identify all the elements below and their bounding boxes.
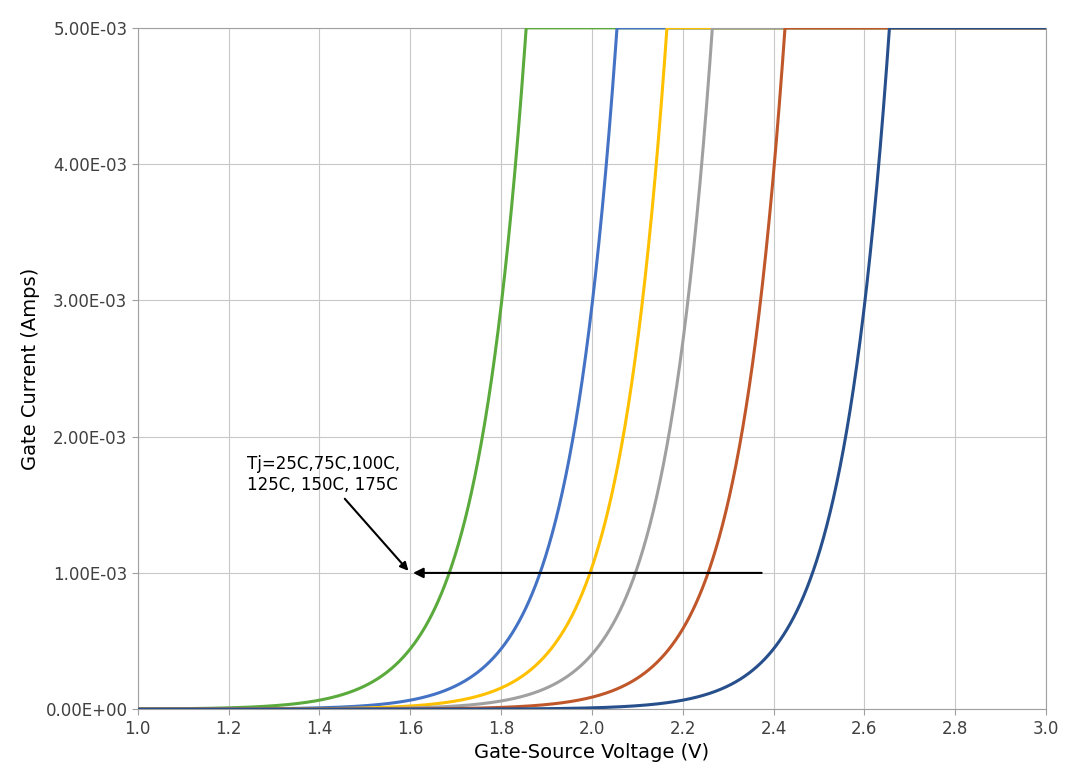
Text: Tj=25C,75C,100C,
125C, 150C, 175C: Tj=25C,75C,100C, 125C, 150C, 175C [247, 455, 407, 569]
Y-axis label: Gate Current (Amps): Gate Current (Amps) [21, 267, 40, 470]
X-axis label: Gate-Source Voltage (V): Gate-Source Voltage (V) [474, 743, 710, 762]
